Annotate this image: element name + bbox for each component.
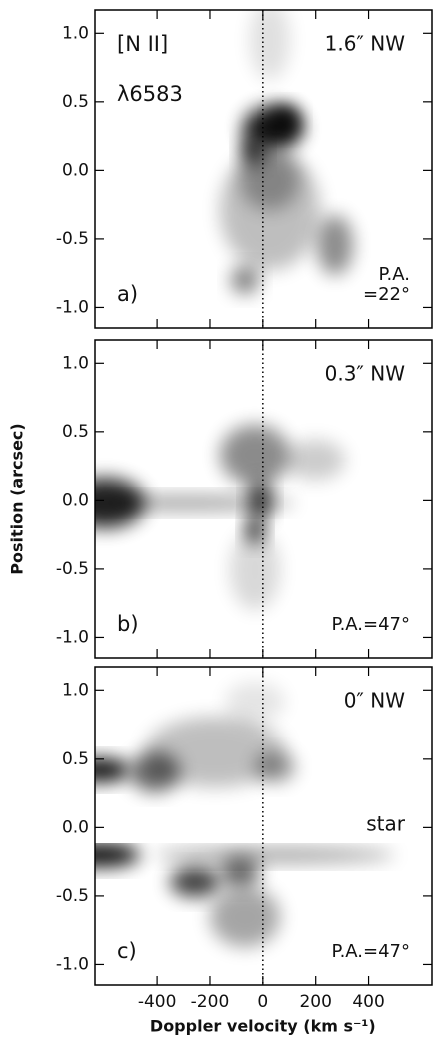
frame [94, 666, 433, 986]
emission-blob [220, 857, 260, 887]
emission-blob [95, 758, 130, 782]
panel-label: a) [117, 282, 138, 306]
y-tick-label: 0.5 [62, 422, 89, 442]
pa-label: =22° [363, 284, 410, 305]
emission-blob [255, 752, 295, 782]
x-tick-label: 400 [352, 992, 384, 1012]
emission-blob [210, 887, 280, 947]
emission-blob [220, 425, 290, 485]
y-tick-label: 1.0 [62, 23, 89, 43]
emission-blob [230, 530, 280, 610]
image [95, 425, 345, 610]
x-tick-label: 200 [299, 992, 331, 1012]
emission-blob [225, 682, 285, 722]
y-tick-label: 0.0 [62, 490, 89, 510]
line-label: [N II] [117, 32, 168, 56]
emission-blob [231, 266, 259, 294]
offset-label: 0.3″ NW [325, 362, 406, 386]
y-tick-label: -0.5 [56, 886, 89, 906]
emission-blob [317, 215, 353, 275]
panel: -1.0 -0.5 0.0 0.5 1.0 [N II] λ6583 1.6″ NW a) P.A… [56, 9, 433, 329]
frame [94, 9, 433, 329]
y-tick-label: 0.0 [62, 817, 89, 837]
emission-blob [155, 847, 395, 863]
offset-label: 0″ NW [344, 689, 406, 713]
pa-label: P.A. [379, 264, 411, 285]
frame [94, 339, 433, 659]
offset-label: 1.6″ NW [325, 32, 406, 56]
emission-blob [95, 495, 295, 511]
image [220, 10, 353, 294]
panel-label: c) [117, 939, 137, 963]
pa-label: P.A.=47° [332, 941, 410, 962]
emission-blob [95, 843, 140, 867]
y-tick-label: 1.0 [62, 680, 89, 700]
panel: -1.0 -0.5 0.0 0.5 1.0 0.3″ NW b) P.A.=47° Positi… [8, 339, 433, 659]
y-tick-label: 0.5 [62, 749, 89, 769]
annotation: star [366, 812, 406, 836]
y-tick-label: 0.0 [62, 160, 89, 180]
panel-label: b) [117, 612, 139, 636]
x-tick-label: -400 [138, 992, 177, 1012]
x-tick-label: -200 [191, 992, 230, 1012]
y-tick-label: 1.0 [62, 353, 89, 373]
emission-blob [285, 440, 345, 480]
emission-blob [248, 480, 272, 520]
y-tick-label: -1.0 [56, 627, 89, 647]
x-tick-label: 0 [257, 992, 268, 1012]
emission-blob [170, 867, 220, 897]
x-axis-label: Doppler velocity (km s⁻¹) [150, 1017, 376, 1036]
y-tick-label: -1.0 [56, 297, 89, 317]
pa-label: P.A.=47° [332, 614, 410, 635]
emission-blob [250, 10, 290, 80]
emission-blob [271, 106, 299, 134]
y-tick-label: -0.5 [56, 559, 89, 579]
y-tick-label: -1.0 [56, 954, 89, 974]
emission-blob [240, 150, 300, 210]
y-tick-label: 0.5 [62, 92, 89, 112]
panel: star -400 -200 0 200 400 -1.0 -0.5 0.0 0.5 1.0 0″ N… [56, 666, 433, 1036]
line-label: λ6583 [117, 82, 183, 106]
y-axis-label: Position (arcsec) [8, 423, 27, 574]
y-tick-label: -0.5 [56, 229, 89, 249]
emission-blob [145, 717, 285, 787]
